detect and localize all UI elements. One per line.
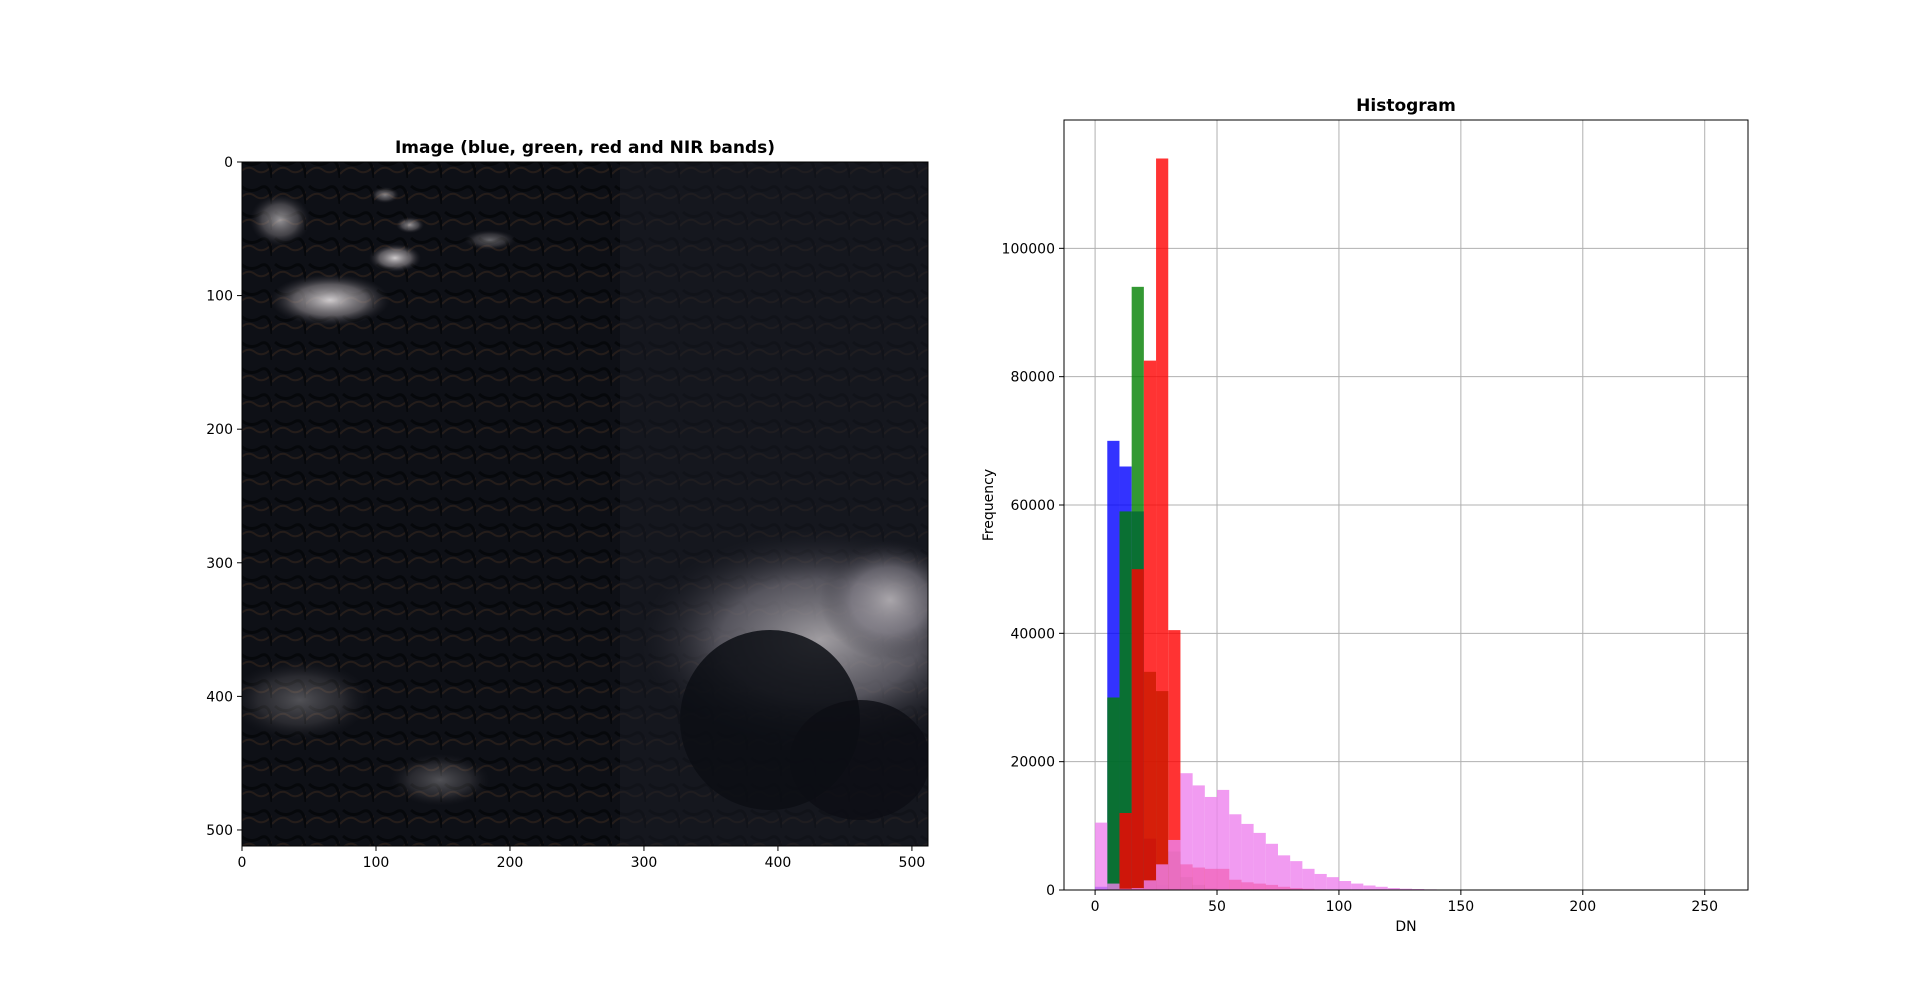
histogram-x-tick-label: 0 — [1091, 899, 1100, 915]
histogram-axis-ticks: 0 50 100 150 200 250 0 20000 40000 60000 80000 1000… — [1002, 241, 1719, 915]
histogram-y-tick-label: 0 — [1046, 883, 1055, 899]
histogram-bar — [1107, 697, 1120, 890]
histogram-y-label: Frequency — [981, 469, 997, 541]
histogram-bar — [1363, 885, 1376, 890]
histogram-bar — [1168, 839, 1181, 890]
histogram-bar — [1241, 823, 1254, 890]
histogram-x-tick-label: 200 — [1569, 899, 1596, 915]
histogram-y-tick-label: 80000 — [1010, 370, 1055, 386]
histogram-x-label: DN — [1395, 919, 1416, 935]
satellite-image — [242, 162, 928, 846]
image-panel: Image (blue, green, red and NIR bands) 0… — [206, 138, 929, 871]
image-x-tick-label: 500 — [899, 855, 926, 871]
image-y-tick-label: 0 — [224, 155, 233, 171]
histogram-bar — [1131, 888, 1144, 890]
histogram-x-tick-label: 150 — [1447, 899, 1474, 915]
image-x-tick-label: 400 — [765, 855, 792, 871]
histogram-bar — [1143, 880, 1157, 890]
histogram-title: Histogram — [1356, 96, 1456, 116]
histogram-series-3 — [1095, 773, 1449, 890]
histogram-bar — [1156, 864, 1169, 890]
histogram-y-tick-label: 100000 — [1002, 241, 1055, 257]
histogram-bar — [1314, 873, 1327, 890]
histogram-bar — [1107, 883, 1120, 890]
histogram-bar — [1326, 877, 1339, 890]
histogram-bar — [1253, 832, 1266, 890]
histogram-bar — [1351, 883, 1364, 890]
histogram-bars — [1095, 158, 1449, 890]
image-x-tick-label: 200 — [497, 855, 524, 871]
histogram-bar — [1119, 511, 1132, 890]
image-frame — [241, 161, 929, 847]
histogram-bar — [1387, 888, 1400, 890]
histogram-bar — [1302, 868, 1315, 890]
histogram-bar — [1119, 888, 1132, 890]
histogram-bar — [1204, 796, 1218, 890]
histogram-bar — [1277, 855, 1291, 890]
histogram-bar — [1131, 569, 1144, 890]
image-axis-ticks: 0 100 200 300 400 500 0 100 200 300 400 500 — [206, 155, 925, 871]
histogram-bar — [1399, 888, 1413, 890]
image-y-tick-label: 300 — [206, 556, 233, 572]
histogram-x-tick-label: 100 — [1326, 899, 1353, 915]
histogram-y-tick-label: 60000 — [1010, 498, 1055, 514]
histogram-bar — [1192, 785, 1205, 890]
image-y-tick-label: 500 — [206, 823, 233, 839]
histogram-bar — [1265, 843, 1278, 890]
image-y-tick-label: 200 — [206, 422, 233, 438]
image-x-tick-label: 300 — [631, 855, 658, 871]
histogram-x-tick-label: 50 — [1208, 899, 1226, 915]
image-y-tick-label: 100 — [206, 289, 233, 305]
image-x-tick-label: 0 — [238, 855, 247, 871]
histogram-y-tick-label: 20000 — [1010, 755, 1055, 771]
histogram-bar — [1168, 630, 1181, 890]
histogram-bar — [1290, 861, 1303, 890]
histogram-series-2 — [1119, 158, 1327, 890]
histogram-bar — [1095, 822, 1108, 890]
histogram-bar — [1217, 789, 1230, 890]
histogram-bar — [1338, 881, 1352, 890]
image-title: Image (blue, green, red and NIR bands) — [395, 138, 775, 158]
histogram-bar — [1119, 813, 1132, 890]
histogram-y-tick-label: 40000 — [1010, 626, 1055, 642]
histogram-bar — [1180, 773, 1193, 890]
histogram-bar — [1375, 886, 1388, 890]
histogram-x-tick-label: 250 — [1691, 899, 1718, 915]
histogram-bar — [1143, 360, 1157, 890]
image-y-tick-label: 400 — [206, 689, 233, 705]
histogram-panel: Histogram 0 50 100 150 200 250 0 20000 40000 6000… — [981, 96, 1749, 935]
histogram-bar — [1229, 814, 1242, 890]
image-x-tick-label: 100 — [363, 855, 390, 871]
histogram-bar — [1156, 158, 1169, 890]
